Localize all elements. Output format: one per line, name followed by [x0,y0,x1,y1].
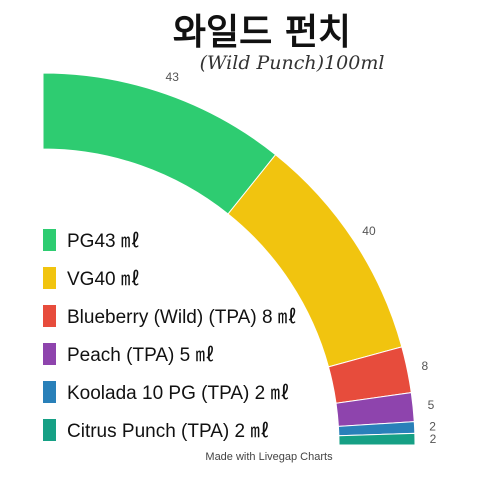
legend-label-5[interactable]: Citrus Punch (TPA) 2 ㎖ [67,421,269,442]
legend-label-3[interactable]: Peach (TPA) 5 ㎖ [67,345,214,366]
legend-swatch-1 [43,267,56,289]
slice-1[interactable] [227,153,403,368]
donut-slices [42,72,416,446]
slice-value-label-5: 2 [430,432,437,446]
slice-value-label-0: 43 [166,70,180,84]
legend-swatch-0 [43,229,56,251]
legend-swatch-3 [43,343,56,365]
legend-swatch-5 [43,419,56,441]
legend-label-4[interactable]: Koolada 10 PG (TPA) 2 ㎖ [67,383,289,404]
slice-value-label-3: 5 [428,398,435,412]
slice-0[interactable] [42,72,277,215]
slice-value-label-1: 40 [362,224,376,238]
legend-label-1[interactable]: VG40 ㎖ [67,269,140,290]
slice-5[interactable] [338,432,416,446]
legend-label-0[interactable]: PG43 ㎖ [67,231,140,252]
legend: PG43 ㎖ VG40 ㎖ Blueberry (Wild) (TPA) 8 ㎖ Pe… [43,229,297,442]
legend-label-2[interactable]: Blueberry (Wild) (TPA) 8 ㎖ [67,307,297,328]
slice-value-label-2: 8 [422,359,429,373]
chart-subtitle: (Wild Punch)100ml [200,52,385,74]
legend-swatch-4 [43,381,56,403]
value-labels: 43 40 8 5 22 [166,70,437,446]
legend-swatch-2 [43,305,56,327]
chart-title: 와일드 펀치 [173,12,351,53]
slice-value-label-4: 2 [429,420,436,434]
chart-credit: Made with Livegap Charts [205,451,333,463]
